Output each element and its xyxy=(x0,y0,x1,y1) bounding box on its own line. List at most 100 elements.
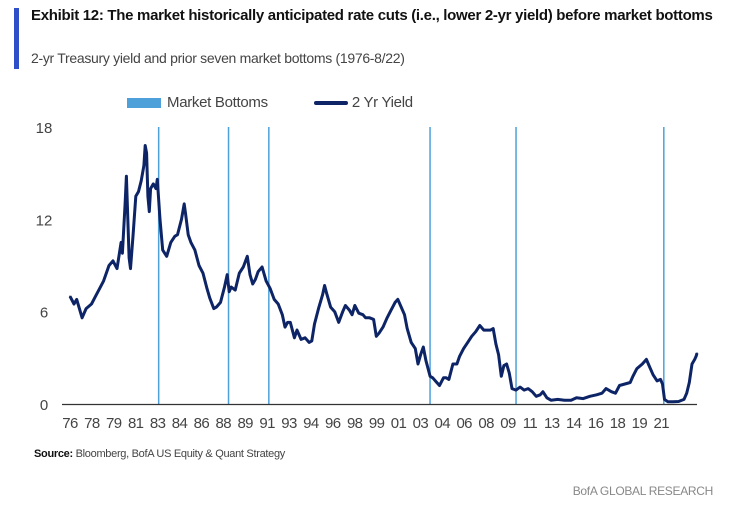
yield-data-point xyxy=(435,381,438,384)
yield-data-point xyxy=(176,233,179,236)
yield-data-point xyxy=(293,337,296,339)
title-accent-bar xyxy=(14,8,19,69)
yield-data-point xyxy=(368,317,371,319)
yield-data-point xyxy=(333,310,336,313)
yield-data-point xyxy=(351,313,353,316)
yield-data-point xyxy=(223,286,226,288)
yield-data-point xyxy=(399,304,402,307)
yield-data-point xyxy=(159,218,161,221)
yield-data-point xyxy=(515,389,517,391)
chart-title: Exhibit 12: The market historically anti… xyxy=(31,7,713,24)
yield-data-point xyxy=(289,321,292,324)
yield-data-point xyxy=(495,343,497,345)
yield-data-point xyxy=(442,377,445,379)
yield-data-point xyxy=(145,152,148,154)
yield-data-point xyxy=(688,381,691,384)
yield-data-point xyxy=(505,363,508,365)
yield-data-point xyxy=(358,312,360,315)
yield-data-point xyxy=(344,304,347,307)
yield-data-point xyxy=(323,284,326,287)
yield-data-point xyxy=(485,329,488,331)
x-tick-label: 84 xyxy=(172,415,188,432)
yield-data-point xyxy=(215,306,218,308)
yield-data-point xyxy=(246,255,249,258)
x-tick-label: 06 xyxy=(456,415,472,432)
yield-data-point xyxy=(116,267,118,270)
yield-data-point xyxy=(519,386,521,388)
yield-data-point xyxy=(284,326,286,328)
x-tick-label: 21 xyxy=(654,415,670,432)
yield-data-point xyxy=(466,341,469,344)
yield-data-point xyxy=(173,235,176,238)
yield-data-point xyxy=(165,255,168,258)
x-tick-label: 83 xyxy=(150,415,166,432)
x-tick-label: 99 xyxy=(369,415,385,432)
yield-data-point xyxy=(85,307,87,310)
yield-data-point xyxy=(656,380,658,382)
yield-data-point xyxy=(372,318,375,321)
yield-data-point xyxy=(202,272,204,274)
yield-data-point xyxy=(539,393,542,396)
yield-data-point xyxy=(308,341,310,344)
yield-data-point xyxy=(618,384,621,387)
yield-data-point xyxy=(124,203,126,205)
legend-swatch-yield xyxy=(313,100,348,105)
yield-data-point xyxy=(648,364,650,367)
yield-data-point xyxy=(645,358,648,361)
yield-data-point xyxy=(425,360,427,362)
yield-data-point xyxy=(261,266,263,268)
yield-data-point xyxy=(208,297,211,299)
yield-data-point xyxy=(206,287,208,290)
yield-data-point xyxy=(81,317,83,319)
yield-data-point xyxy=(129,267,132,270)
yield-data-point xyxy=(542,390,544,393)
y-tick-label: 12 xyxy=(36,212,53,229)
yield-data-point xyxy=(629,381,632,384)
yield-data-point xyxy=(397,298,399,301)
yield-data-point xyxy=(652,373,654,376)
yield-data-point xyxy=(75,298,78,301)
yield-data-point xyxy=(143,164,145,167)
yield-data-point xyxy=(73,303,75,305)
yield-data-point xyxy=(190,241,192,244)
y-tick-label: 18 xyxy=(36,120,53,137)
yield-data-point xyxy=(148,210,151,213)
yield-data-point xyxy=(474,330,477,333)
yield-data-point xyxy=(147,195,149,198)
yield-data-point xyxy=(462,347,465,350)
yield-data-point xyxy=(691,363,693,365)
yield-data-point xyxy=(527,387,529,390)
yield-data-point xyxy=(281,313,284,316)
yield-data-point xyxy=(156,178,159,181)
yield-data-point xyxy=(234,289,237,291)
yield-data-point xyxy=(98,287,101,290)
x-tick-label: 86 xyxy=(194,415,210,432)
yield-data-point xyxy=(601,392,603,395)
yield-data-point xyxy=(523,389,525,391)
yield-data-point xyxy=(556,398,559,401)
x-tick-label: 13 xyxy=(544,415,560,432)
x-tick-label: 81 xyxy=(128,415,144,432)
yield-data-point xyxy=(348,309,351,311)
x-tick-label: 03 xyxy=(413,415,429,432)
yield-data-point xyxy=(693,358,696,361)
yield-data-point xyxy=(69,295,71,298)
yield-data-point xyxy=(90,303,93,305)
yield-data-point xyxy=(102,280,105,282)
yield-data-point xyxy=(403,313,406,316)
x-tick-label: 88 xyxy=(216,415,232,432)
yield-data-point xyxy=(108,264,110,267)
yield-data-point xyxy=(663,398,666,401)
yield-data-point xyxy=(531,390,533,393)
yield-data-point xyxy=(672,400,675,403)
yield-data-point xyxy=(137,190,140,193)
yield-data-point xyxy=(419,353,422,356)
yield-data-point xyxy=(570,399,572,401)
yield-data-point xyxy=(535,395,537,398)
yield-data-point xyxy=(470,335,473,338)
yield-data-point xyxy=(458,355,461,358)
yield-data-point xyxy=(265,280,267,282)
yield-data-point xyxy=(632,375,634,378)
yield-data-point xyxy=(169,241,172,244)
source-text: Bloomberg, BofA US Equity & Quant Strate… xyxy=(75,448,286,460)
